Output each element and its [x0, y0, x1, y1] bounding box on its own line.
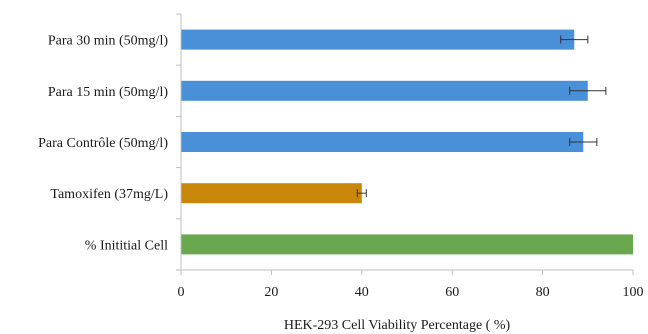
x-axis-title: HEK-293 Cell Viability Percentage ( %) — [284, 318, 511, 333]
error-bar-1 — [560, 35, 589, 44]
category-label-1: Para 30 min (50mg/l) — [48, 34, 168, 49]
bars-group — [181, 29, 633, 255]
bar-1 — [181, 29, 575, 50]
error-bar-4 — [356, 189, 367, 198]
x-tick-label-40: 40 — [355, 285, 369, 300]
x-tick-label-80: 80 — [536, 285, 550, 300]
category-label-2: Para 15 min (50mg/l) — [48, 85, 168, 100]
category-labels-group: Para 30 min (50mg/l) Para 15 min (50mg/l)… — [38, 13, 181, 271]
category-label-4: Tamoxifen (37mg/L) — [50, 187, 168, 202]
error-bar-2 — [569, 86, 607, 95]
x-tick-label-100: 100 — [623, 285, 644, 300]
error-bar-3 — [569, 138, 598, 146]
x-tick-label-60: 60 — [445, 285, 459, 300]
bar-3 — [181, 132, 584, 152]
x-tick-label-20: 20 — [264, 285, 278, 300]
x-tick-label-0: 0 — [178, 285, 185, 300]
bar-5 — [181, 234, 633, 255]
bar-4 — [181, 183, 362, 204]
bar-2 — [181, 80, 588, 101]
category-label-3: Para Contrôle (50mg/l) — [38, 136, 168, 151]
category-label-5: % Inititial Cell — [85, 238, 168, 253]
error-bars-group — [356, 35, 607, 198]
x-tick-labels-group: 0 20 40 60 80 100 — [178, 270, 644, 300]
